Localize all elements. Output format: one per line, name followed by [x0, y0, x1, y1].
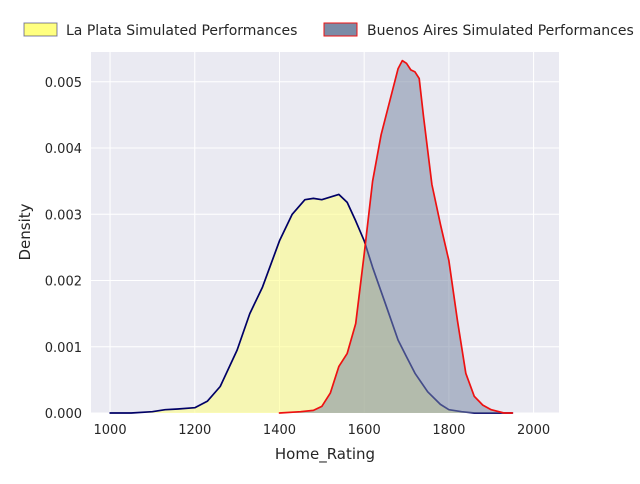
density-area-buenos-aires: [279, 60, 513, 413]
x-tick-label: 1400: [263, 423, 296, 438]
legend: La Plata Simulated Performances Buenos A…: [23, 22, 634, 39]
y-axis-ticks: 0.000 0.001 0.002 0.003 0.004 0.005: [45, 76, 82, 422]
x-tick-label: 1800: [432, 423, 465, 438]
x-axis-label: Home_Rating: [275, 445, 375, 464]
legend-swatch-la-plata: [23, 22, 58, 37]
y-tick-label: 0.002: [45, 275, 82, 290]
x-tick-label: 2000: [517, 423, 550, 438]
y-tick-label: 0.003: [45, 208, 82, 223]
y-tick-label: 0.001: [45, 341, 82, 356]
y-axis-label: Density: [16, 203, 34, 260]
x-tick-label: 1600: [348, 423, 381, 438]
legend-label-la-plata: La Plata Simulated Performances: [66, 23, 297, 39]
y-tick-label: 0.004: [45, 142, 82, 157]
series-group: [109, 59, 514, 414]
legend-swatch-buenos-aires: [323, 22, 358, 37]
density-line-buenos-aires: [278, 59, 514, 414]
x-tick-label: 1000: [94, 423, 127, 438]
x-axis-ticks: 1000 1200 1400 1600 1800 2000: [94, 423, 551, 438]
y-tick-label: 0.005: [45, 76, 82, 91]
x-tick-label: 1200: [178, 423, 211, 438]
legend-label-buenos-aires: Buenos Aires Simulated Performances: [367, 23, 634, 39]
density-area-la-plata: [110, 194, 513, 413]
y-tick-label: 0.000: [45, 407, 82, 422]
